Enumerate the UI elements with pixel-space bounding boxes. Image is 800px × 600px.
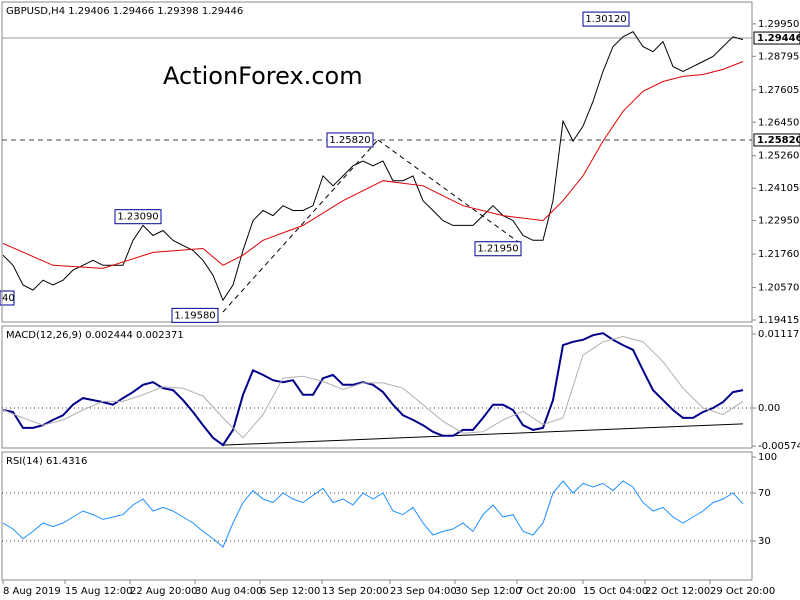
edge-label: 40: [2, 293, 15, 304]
y-tick-label: 0.011177: [758, 329, 800, 340]
y-tick-label: 70: [758, 488, 771, 499]
y-tick-label: 100: [758, 452, 777, 463]
x-tick-label: 6 Sep 12:00: [260, 586, 320, 597]
trend-line: [377, 139, 524, 246]
series-line: [2, 31, 744, 302]
y-tick-label: 1.24105: [758, 183, 799, 194]
x-tick-label: 29 Oct 20:00: [710, 586, 775, 597]
annotation-box: [474, 241, 522, 257]
x-tick-label: 7 Oct 20:00: [517, 586, 576, 597]
x-tick-label: 15 Oct 04:00: [583, 586, 648, 597]
y-tick-label: 1.19415: [758, 315, 799, 326]
y-tick-label: 1.26450: [758, 117, 799, 128]
panel-frame: [1, 1, 753, 323]
panel-title: MACD(12,26,9) 0.002444 0.002371: [6, 330, 184, 341]
y-tick-label: 1.25260: [758, 151, 799, 162]
y-tick-label: 1.22950: [758, 216, 799, 227]
y-tick-label: 1.21760: [758, 249, 799, 260]
annotation-label: 1.30120: [585, 14, 626, 25]
x-tick-label: 30 Aug 04:00: [195, 586, 262, 597]
series-line: [2, 61, 744, 269]
x-tick-label: 22 Aug 20:00: [130, 586, 197, 597]
annotation-box: [114, 209, 162, 225]
level-label: 1.25820: [757, 135, 800, 146]
y-tick-label: 30: [758, 536, 771, 547]
trend-line: [222, 423, 744, 446]
series-line: [2, 332, 744, 447]
y-tick-label: 1.27605: [758, 85, 799, 96]
annotation-box: [171, 307, 219, 323]
y-tick-label: 0.00: [758, 403, 780, 414]
panel-frame: [1, 451, 753, 581]
x-tick-label: 13 Sep 20:00: [322, 586, 389, 597]
panel-title: RSI(14) 61.4316: [6, 456, 87, 467]
edge-label-box: [0, 290, 15, 306]
trend-line: [222, 139, 379, 313]
series-line: [2, 335, 744, 439]
level-label-box: [753, 31, 800, 45]
annotation-label: 1.19580: [174, 310, 215, 321]
y-tick-label: -0.005746: [758, 441, 800, 452]
y-tick-label: 1.20570: [758, 283, 799, 294]
annotation-box: [582, 11, 630, 27]
series-line: [2, 480, 744, 548]
annotation-label: 1.23090: [117, 212, 158, 223]
y-tick-label: 1.29950: [758, 19, 799, 30]
x-tick-label: 22 Oct 12:00: [645, 586, 710, 597]
x-tick-label: 15 Aug 12:00: [65, 586, 132, 597]
x-tick-label: 23 Sep 04:00: [390, 586, 457, 597]
panel-title: GBPUSD,H4 1.29406 1.29466 1.29398 1.2944…: [6, 6, 243, 17]
level-label-box: [753, 133, 800, 147]
x-tick-label: 30 Sep 12:00: [455, 586, 522, 597]
watermark: ActionForex.com: [163, 62, 363, 90]
annotation-label: 1.21950: [477, 244, 518, 255]
y-tick-label: 1.28795: [758, 51, 799, 62]
annotation-box: [326, 132, 374, 148]
annotation-label: 1.25820: [329, 135, 370, 146]
level-label: 1.29446: [757, 33, 800, 44]
panel-frame: [1, 325, 753, 449]
x-tick-label: 8 Aug 2019: [3, 586, 61, 597]
